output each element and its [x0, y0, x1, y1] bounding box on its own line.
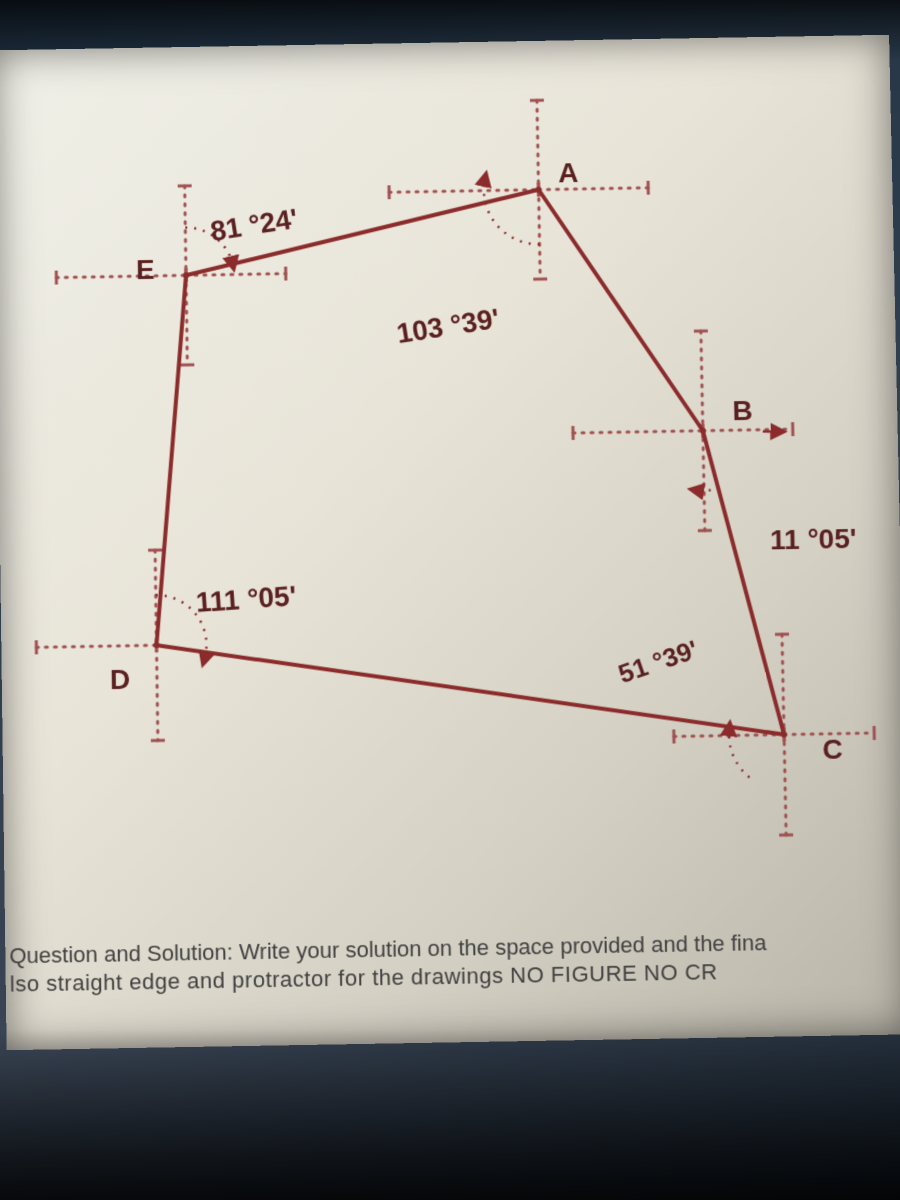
vertex-label-C: C: [822, 734, 843, 766]
bottom-vignette: [0, 1030, 900, 1200]
worksheet-page: A E D B C 103 °39' 81 °24' 111 °05' 11 °…: [0, 35, 900, 1050]
vertex-label-D: D: [110, 664, 131, 696]
vertex-label-A: A: [558, 157, 579, 189]
vertex-label-B: B: [732, 395, 753, 427]
angle-label-B-ext: 11 °05': [770, 523, 857, 556]
angle-polygon-diagram: [0, 35, 900, 1050]
vertex-label-E: E: [136, 254, 155, 286]
